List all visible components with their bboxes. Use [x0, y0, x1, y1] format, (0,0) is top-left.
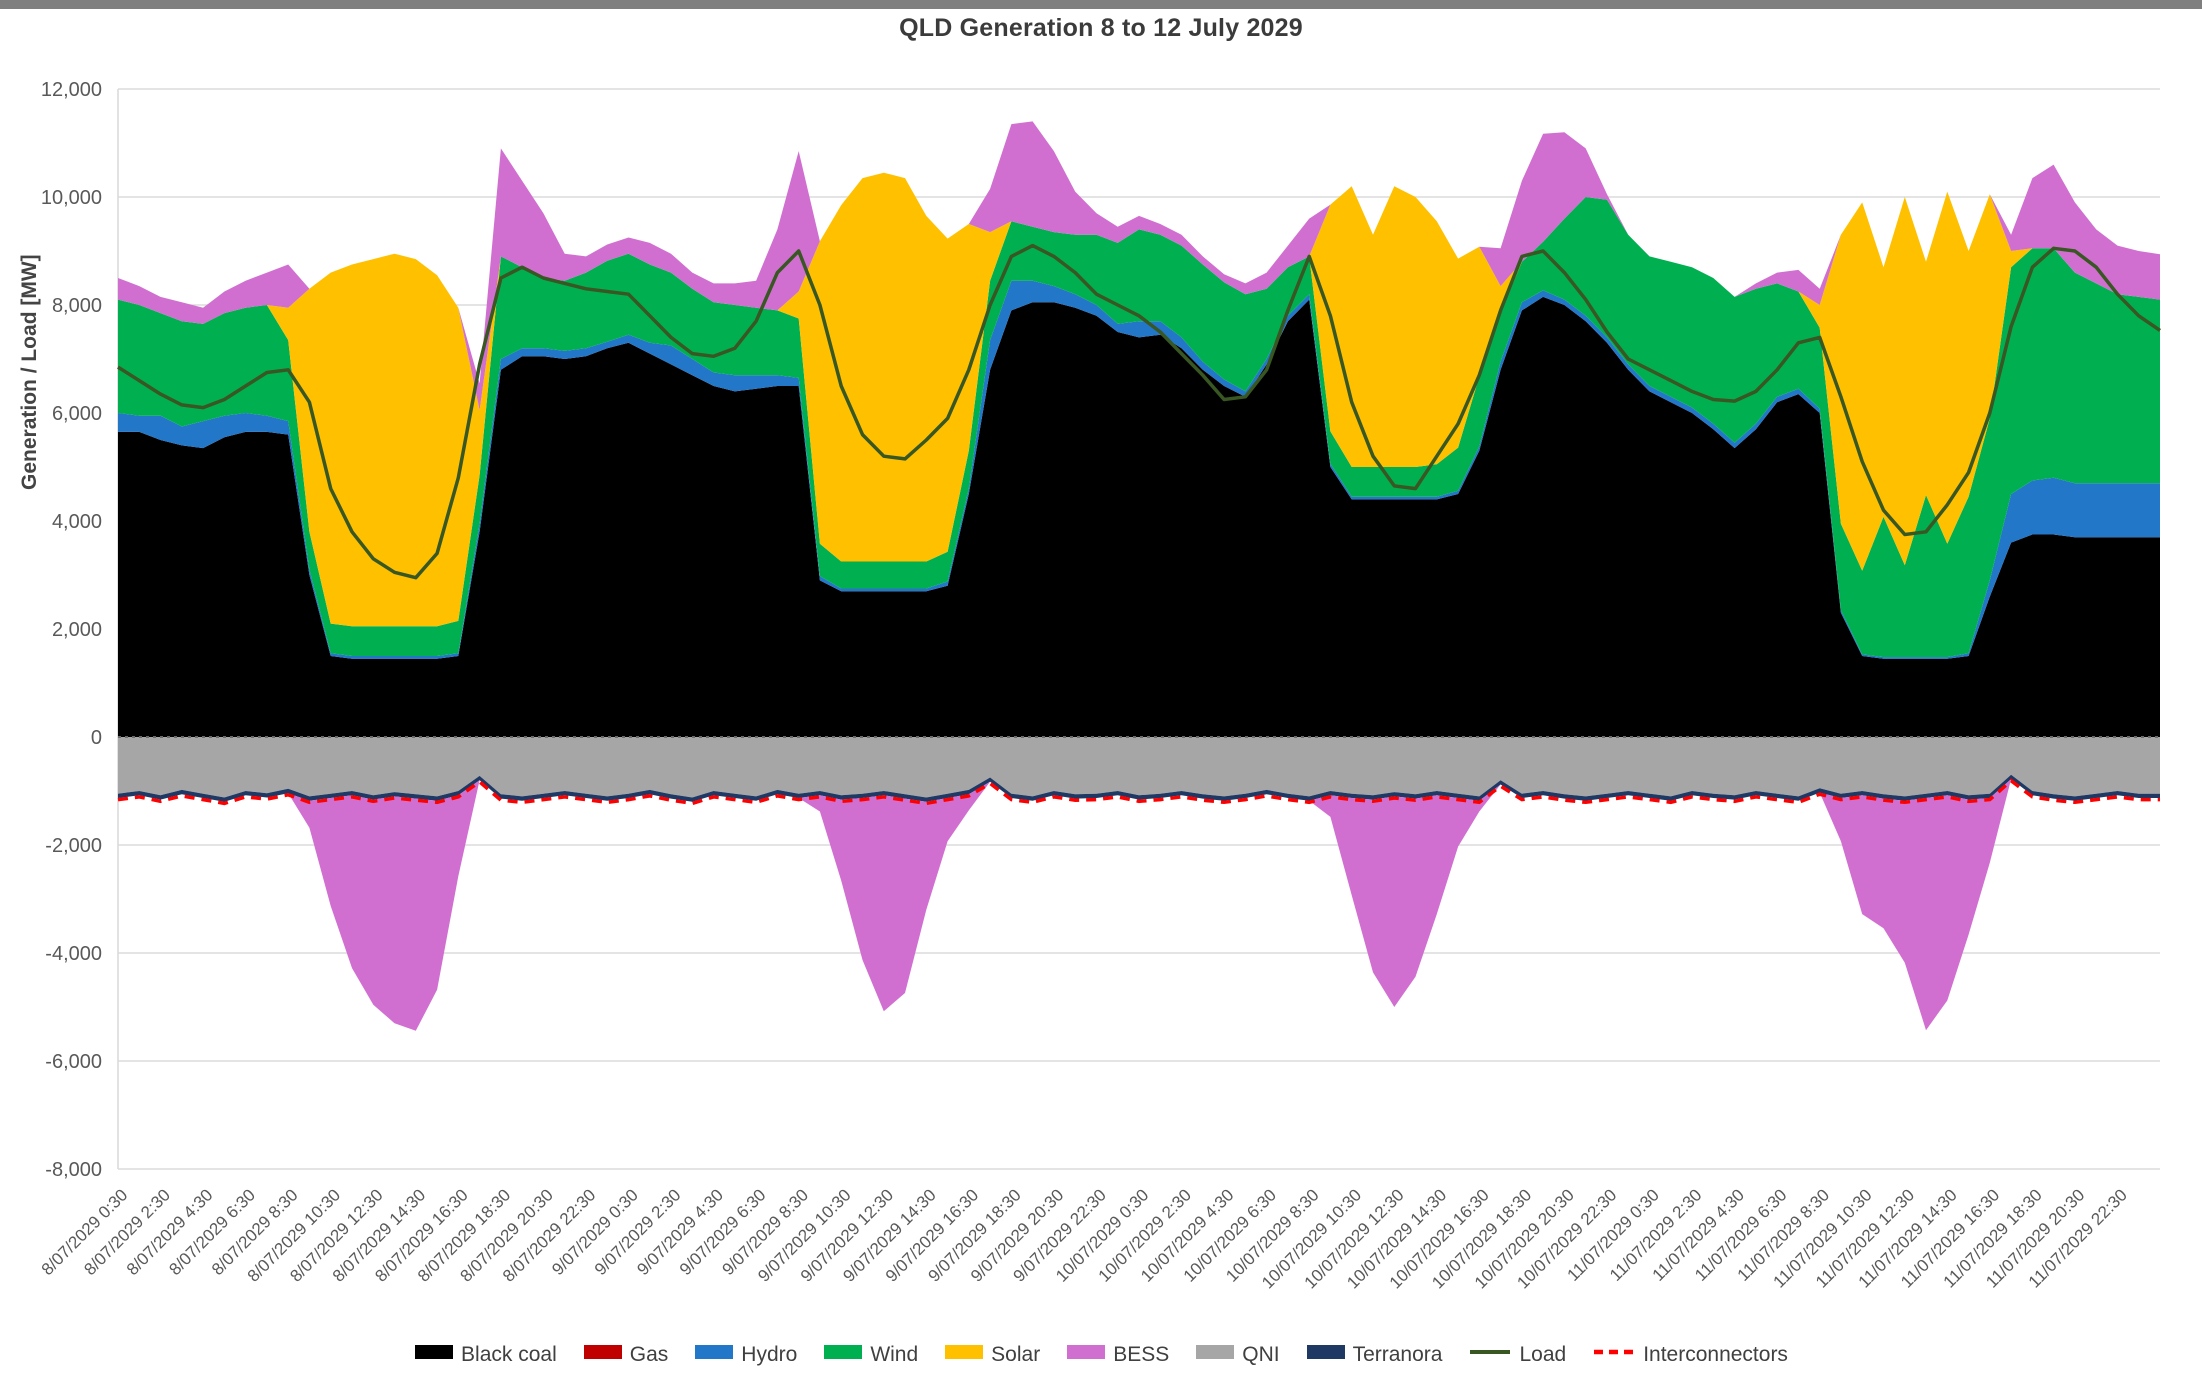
- stacked-areas: [118, 121, 2160, 1031]
- window-edge-strip: [0, 0, 2202, 9]
- svg-text:8,000: 8,000: [52, 295, 102, 317]
- legend-swatch-line: [1470, 1350, 1511, 1354]
- legend-label: Gas: [629, 1343, 669, 1366]
- area-bess: [118, 121, 2160, 411]
- area-neg-qni: [118, 737, 2160, 798]
- svg-text:-6,000: -6,000: [45, 1051, 102, 1073]
- legend-item-hydro: Hydro: [694, 1343, 797, 1367]
- legend-label: Hydro: [741, 1343, 798, 1366]
- svg-text:12,000: 12,000: [41, 79, 102, 101]
- legend-item-gas: Gas: [583, 1343, 669, 1367]
- legend-swatch-area: [945, 1345, 984, 1359]
- legend-swatch-area: [1196, 1345, 1235, 1359]
- area-black_coal: [118, 296, 2160, 737]
- area-solar: [118, 172, 2160, 627]
- legend-item-qni: QNI: [1195, 1343, 1280, 1367]
- area-hydro: [118, 280, 2160, 659]
- area-wind: [118, 197, 2160, 658]
- legend-label: Load: [1519, 1343, 1567, 1366]
- legend-item-wind: Wind: [823, 1343, 918, 1367]
- legend-swatch-area: [824, 1345, 863, 1359]
- svg-text:-2,000: -2,000: [45, 835, 102, 857]
- chart-title: QLD Generation 8 to 12 July 2029: [899, 14, 1303, 42]
- svg-text:6,000: 6,000: [52, 403, 102, 425]
- interconnectors-line: [117, 778, 2160, 806]
- legend-label: Interconnectors: [1643, 1343, 1788, 1366]
- area-neg-bess: [118, 779, 2160, 1031]
- legend-label: QNI: [1242, 1343, 1280, 1366]
- load-line: [117, 243, 2161, 580]
- legend-label: BESS: [1113, 1343, 1170, 1366]
- legend-item-terranora: Terranora: [1306, 1343, 1443, 1367]
- x-tick-labels: 8/07/2029 0:308/07/2029 2:308/07/2029 4:…: [38, 1185, 2131, 1292]
- legend-item-black-coal: Black coal: [414, 1343, 557, 1367]
- legend-swatch-area: [415, 1345, 454, 1359]
- legend-swatch-area: [583, 1345, 622, 1359]
- legend: Black coal Gas Hydro Wind Solar BESS QNI Terran…: [0, 1343, 2202, 1367]
- svg-text:4,000: 4,000: [52, 511, 102, 533]
- legend-swatch-dashed-line: [1594, 1349, 1635, 1355]
- legend-label: Wind: [870, 1343, 919, 1366]
- svg-text:0: 0: [91, 727, 102, 749]
- svg-text:-4,000: -4,000: [45, 943, 102, 965]
- legend-swatch-area: [695, 1345, 734, 1359]
- legend-item-interconnectors: Interconnectors: [1592, 1343, 1788, 1367]
- area-neg-terranora: [118, 774, 2160, 802]
- legend-label: Black coal: [461, 1343, 557, 1366]
- svg-text:-8,000: -8,000: [45, 1159, 102, 1181]
- legend-item-load: Load: [1468, 1343, 1566, 1367]
- legend-label: Solar: [991, 1343, 1041, 1366]
- legend-item-solar: Solar: [944, 1343, 1040, 1367]
- legend-item-bess: BESS: [1066, 1343, 1169, 1367]
- legend-swatch-area: [1067, 1345, 1106, 1359]
- svg-text:2,000: 2,000: [52, 619, 102, 641]
- legend-swatch-area: [1306, 1345, 1345, 1359]
- y-tick-labels: 12,000 10,000 8,000 6,000 4,000 2,000 0 -2,000 -…: [41, 79, 102, 1181]
- legend-label: Terranora: [1352, 1343, 1443, 1366]
- svg-text:10,000: 10,000: [41, 187, 102, 209]
